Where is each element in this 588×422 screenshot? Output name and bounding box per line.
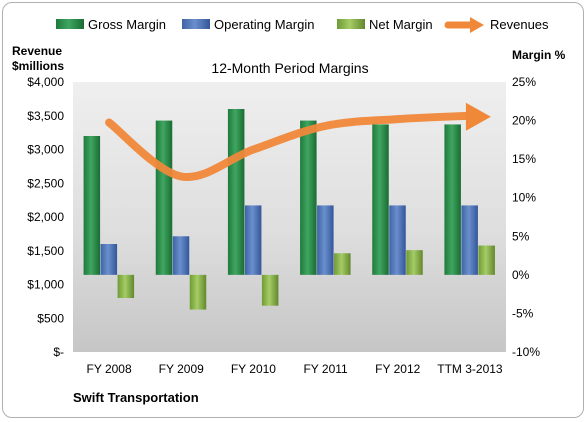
right-tick-label: 20% <box>512 114 536 128</box>
plot-area <box>73 82 506 352</box>
operating-margin-bar <box>100 244 118 275</box>
net-margin-bar <box>189 274 207 310</box>
left-tick-label: $4,000 <box>27 75 64 89</box>
operating-margin-bar <box>244 205 262 275</box>
left-axis-ticks: $- $500 $1,000 $1,500 $2,000 $2,500 $3,000 $3,5… <box>27 75 64 359</box>
gross-margin-bar <box>372 124 389 275</box>
legend-swatch-gross-margin <box>56 19 84 29</box>
right-tick-label: 0% <box>512 268 530 282</box>
category-label: FY 2012 <box>375 362 420 376</box>
category-label: FY 2010 <box>231 362 276 376</box>
net-margin-bar <box>261 274 279 306</box>
gross-margin-bar <box>83 136 101 275</box>
right-tick-label: 15% <box>512 152 536 166</box>
gross-margin-bar <box>300 120 317 275</box>
net-margin-bar <box>478 245 495 275</box>
left-tick-label: $1,000 <box>27 278 64 292</box>
gross-margin-bar <box>444 124 461 275</box>
left-tick-label: $- <box>53 345 64 359</box>
right-tick-label: -10% <box>512 345 540 359</box>
gross-margin-bar <box>155 120 173 275</box>
right-axis-ticks: -10% -5% 0% 5% 10% 15% 20% 25% <box>512 75 540 359</box>
operating-margin-bar <box>389 205 406 275</box>
category-label: FY 2011 <box>303 362 348 376</box>
left-axis-label-line1: Revenue <box>12 44 62 58</box>
operating-margin-bar <box>317 205 334 275</box>
category-label: FY 2009 <box>159 362 204 376</box>
net-margin-bar <box>406 250 423 275</box>
left-axis-label-line2: $millions <box>12 59 64 73</box>
legend-label-operating-margin: Operating Margin <box>214 17 314 32</box>
net-margin-bar <box>117 274 135 298</box>
legend-label-revenues: Revenues <box>490 17 549 32</box>
legend-label-gross-margin: Gross Margin <box>88 17 166 32</box>
company-name: Swift Transportation <box>73 390 199 405</box>
chart-title: 12-Month Period Margins <box>211 60 368 76</box>
legend-swatch-net-margin <box>337 19 365 29</box>
net-margin-bar <box>334 253 351 275</box>
category-labels: FY 2008 FY 2009 FY 2010 FY 2011 FY 2012 TTM 3… <box>87 362 503 376</box>
left-tick-label: $1,500 <box>27 244 64 258</box>
bar-series <box>83 109 495 310</box>
revenues-line <box>105 111 474 182</box>
right-tick-label: 10% <box>512 191 536 205</box>
legend-swatch-operating-margin <box>182 19 210 29</box>
left-tick-label: $2,000 <box>27 210 64 224</box>
right-axis-label: Margin % <box>512 48 566 62</box>
revenues-arrowhead <box>465 102 491 131</box>
left-tick-label: $3,000 <box>27 143 64 157</box>
right-tick-label: 5% <box>512 229 530 243</box>
right-tick-label: -5% <box>512 306 534 320</box>
revenue-line-layer <box>105 102 491 182</box>
right-tick-label: 25% <box>512 75 536 89</box>
legend: Gross Margin Operating Margin Net Margin… <box>56 17 549 33</box>
operating-margin-bar <box>172 236 190 275</box>
legend-label-net-margin: Net Margin <box>369 17 433 32</box>
legend-arrowhead-revenues <box>470 17 484 33</box>
left-tick-label: $3,500 <box>27 109 64 123</box>
category-label: FY 2008 <box>87 362 132 376</box>
category-label: TTM 3-2013 <box>437 362 503 376</box>
left-tick-label: $500 <box>37 311 64 325</box>
gross-margin-bar <box>227 109 245 275</box>
operating-margin-bar <box>461 205 478 275</box>
left-tick-label: $2,500 <box>27 176 64 190</box>
